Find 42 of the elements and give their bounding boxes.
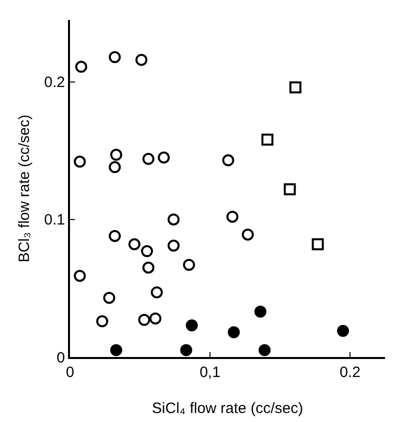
- point: [108, 51, 121, 64]
- point: [222, 154, 234, 166]
- point: [108, 161, 121, 174]
- point: [226, 210, 238, 223]
- y-axis-title: BCl₃ flow rate (cc/sec): [16, 114, 33, 262]
- point: [242, 228, 254, 241]
- point: [183, 258, 195, 271]
- point: [337, 324, 349, 337]
- point: [149, 312, 162, 324]
- point: [312, 238, 324, 250]
- point: [135, 54, 148, 66]
- point: [138, 314, 150, 326]
- point: [150, 286, 163, 298]
- point: [254, 306, 266, 318]
- point: [289, 81, 302, 94]
- y-tick-label: 0.2: [44, 74, 65, 92]
- point: [168, 213, 180, 226]
- point: [74, 270, 86, 282]
- point: [180, 344, 192, 356]
- x-tick-label: 0,1: [200, 364, 220, 381]
- point: [261, 134, 274, 146]
- y-tick-label: 0: [56, 349, 65, 366]
- point: [110, 148, 122, 161]
- point: [228, 326, 240, 338]
- point: [284, 183, 296, 196]
- x-tick-label: 0.2: [340, 364, 360, 381]
- point: [74, 156, 86, 168]
- point: [186, 319, 198, 332]
- point: [258, 344, 271, 356]
- point: [103, 292, 116, 304]
- point: [96, 315, 108, 328]
- y-tick-label: 0.1: [44, 212, 65, 229]
- point: [142, 152, 154, 165]
- point: [75, 60, 88, 73]
- point: [141, 245, 153, 258]
- point: [108, 230, 121, 242]
- point: [110, 344, 122, 356]
- x-axis-title: SiCl₄ flow rate (cc/sec): [152, 400, 304, 417]
- point: [142, 262, 154, 274]
- point: [168, 240, 180, 252]
- point: [128, 238, 140, 250]
- point: [158, 152, 170, 164]
